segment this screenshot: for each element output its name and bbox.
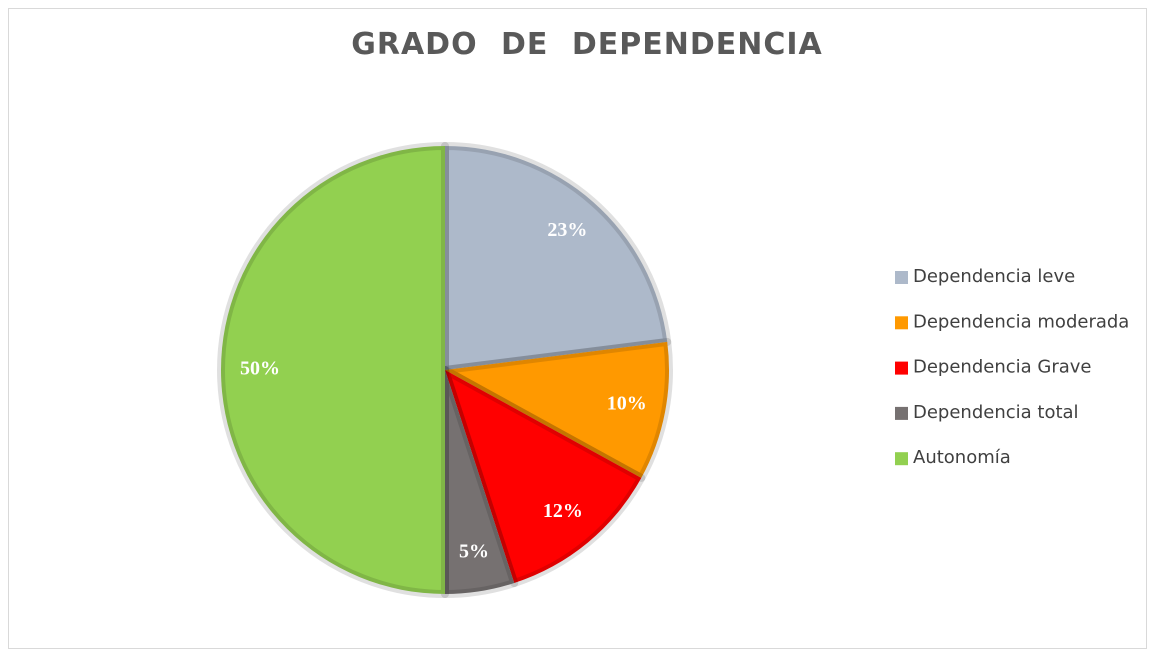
pie-slice [441,142,672,374]
chart-title: GRADO DE DEPENDENCIA [351,27,823,62]
legend-label: Dependencia leve [913,266,1075,287]
legend-swatch [895,316,908,330]
legend-swatch [895,452,908,466]
legend-swatch [895,361,908,375]
pie-slice [441,366,646,588]
legend-label: Autonomía [913,447,1011,468]
pie-slice [217,142,449,598]
data-label: 12% [543,500,583,522]
pie-slice [441,337,673,482]
legend-label: Dependencia moderada [913,311,1129,332]
legend-label: Dependencia total [913,402,1079,423]
data-label: 50% [240,358,280,380]
legend-swatch [895,271,908,284]
data-label: 10% [607,392,647,414]
legend-label: Dependencia Grave [913,357,1092,378]
pie-slice [441,366,519,598]
legend-swatch [895,406,908,420]
data-label: 23% [547,219,587,241]
data-label: 5% [459,540,489,562]
